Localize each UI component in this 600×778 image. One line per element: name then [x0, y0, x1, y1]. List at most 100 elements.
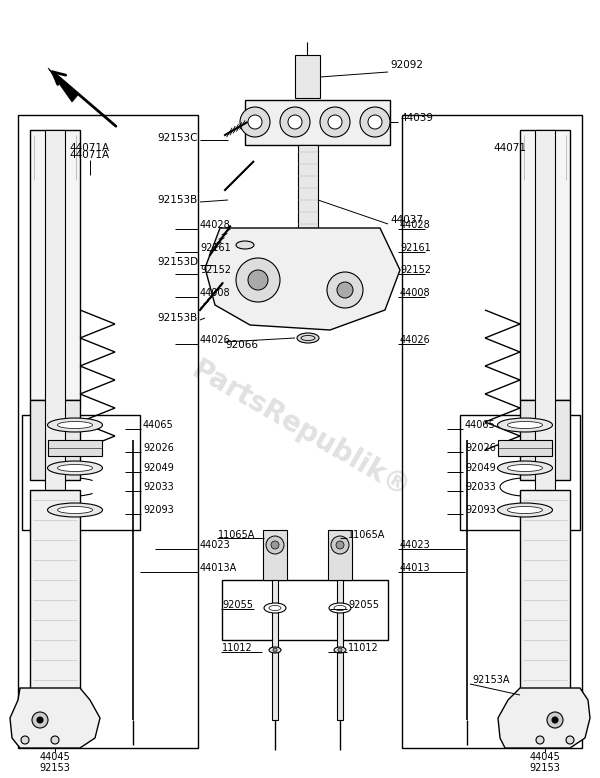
Text: 44026: 44026 — [200, 335, 231, 345]
Text: 92092: 92092 — [390, 60, 423, 70]
Text: 92033: 92033 — [465, 482, 496, 492]
Circle shape — [536, 736, 544, 744]
Circle shape — [338, 648, 342, 652]
Bar — [498, 440, 552, 456]
Bar — [30, 490, 80, 690]
Bar — [30, 130, 80, 400]
Circle shape — [248, 270, 268, 290]
Bar — [30, 400, 80, 480]
Circle shape — [320, 107, 350, 137]
Text: 92033: 92033 — [143, 482, 174, 492]
Text: 11012: 11012 — [348, 643, 379, 653]
Text: 92152: 92152 — [200, 265, 231, 275]
Ellipse shape — [329, 603, 351, 613]
Circle shape — [337, 282, 353, 298]
Ellipse shape — [58, 506, 92, 513]
Bar — [298, 145, 318, 230]
Text: 92153D: 92153D — [157, 257, 198, 267]
Ellipse shape — [508, 506, 542, 513]
Text: 92066: 92066 — [225, 340, 258, 350]
Circle shape — [552, 717, 558, 723]
Text: 44065: 44065 — [465, 420, 496, 430]
Ellipse shape — [508, 464, 542, 471]
Text: 44065: 44065 — [143, 420, 174, 430]
Ellipse shape — [334, 647, 346, 653]
Circle shape — [271, 541, 279, 549]
Text: 92026: 92026 — [143, 443, 174, 453]
Bar — [337, 580, 343, 720]
Text: 92049: 92049 — [143, 463, 174, 473]
Text: 44008: 44008 — [400, 288, 431, 298]
Circle shape — [266, 536, 284, 554]
Bar — [520, 400, 570, 480]
Text: 92153A: 92153A — [472, 675, 509, 685]
Circle shape — [32, 712, 48, 728]
Ellipse shape — [58, 422, 92, 429]
Text: 44045: 44045 — [40, 752, 70, 762]
Polygon shape — [48, 68, 78, 102]
Ellipse shape — [497, 503, 553, 517]
Text: 44023: 44023 — [400, 540, 431, 550]
Circle shape — [248, 115, 262, 129]
Text: 92153: 92153 — [40, 763, 70, 773]
Circle shape — [566, 736, 574, 744]
Circle shape — [273, 648, 277, 652]
Text: 92026: 92026 — [465, 443, 496, 453]
Bar — [520, 130, 570, 400]
Ellipse shape — [47, 418, 103, 432]
Bar — [22, 415, 140, 530]
Circle shape — [328, 115, 342, 129]
Text: 44037: 44037 — [390, 215, 423, 225]
Ellipse shape — [47, 503, 103, 517]
Text: 92049: 92049 — [465, 463, 496, 473]
Ellipse shape — [269, 647, 281, 653]
Ellipse shape — [264, 603, 286, 613]
Text: 92093: 92093 — [465, 505, 496, 515]
Circle shape — [21, 736, 29, 744]
Ellipse shape — [297, 333, 319, 343]
Text: 11065A: 11065A — [218, 530, 256, 540]
Circle shape — [288, 115, 302, 129]
Ellipse shape — [236, 241, 254, 249]
Text: 92153B: 92153B — [158, 195, 198, 205]
Circle shape — [331, 536, 349, 554]
Circle shape — [360, 107, 390, 137]
Text: 92093: 92093 — [143, 505, 174, 515]
Text: 44026: 44026 — [400, 335, 431, 345]
Bar — [535, 130, 555, 720]
Text: 44013A: 44013A — [200, 563, 237, 573]
Circle shape — [37, 717, 43, 723]
Polygon shape — [205, 228, 400, 330]
Circle shape — [327, 272, 363, 308]
Bar — [48, 440, 102, 456]
Text: PartsRepublik®: PartsRepublik® — [186, 356, 414, 504]
Bar — [520, 490, 570, 690]
Text: 92055: 92055 — [222, 600, 253, 610]
Text: 44028: 44028 — [200, 220, 231, 230]
Bar — [328, 530, 352, 580]
Text: 44013: 44013 — [400, 563, 431, 573]
Bar — [18, 115, 198, 748]
Text: 44008: 44008 — [200, 288, 230, 298]
Circle shape — [51, 736, 59, 744]
Polygon shape — [498, 688, 590, 748]
Ellipse shape — [497, 418, 553, 432]
Circle shape — [336, 541, 344, 549]
Circle shape — [547, 712, 563, 728]
Bar — [222, 580, 388, 640]
Bar — [295, 55, 320, 98]
Text: 92153C: 92153C — [157, 133, 198, 143]
Text: 92055: 92055 — [348, 600, 379, 610]
Bar — [272, 580, 278, 720]
Ellipse shape — [508, 422, 542, 429]
Circle shape — [368, 115, 382, 129]
Text: 44071A: 44071A — [70, 143, 110, 153]
Bar — [45, 130, 65, 720]
Text: 92161: 92161 — [200, 243, 231, 253]
Text: 44045: 44045 — [530, 752, 560, 762]
Text: 44023: 44023 — [200, 540, 231, 550]
Text: 92161: 92161 — [400, 243, 431, 253]
Text: 92152: 92152 — [400, 265, 431, 275]
Text: 11012: 11012 — [222, 643, 253, 653]
Bar — [263, 530, 287, 580]
